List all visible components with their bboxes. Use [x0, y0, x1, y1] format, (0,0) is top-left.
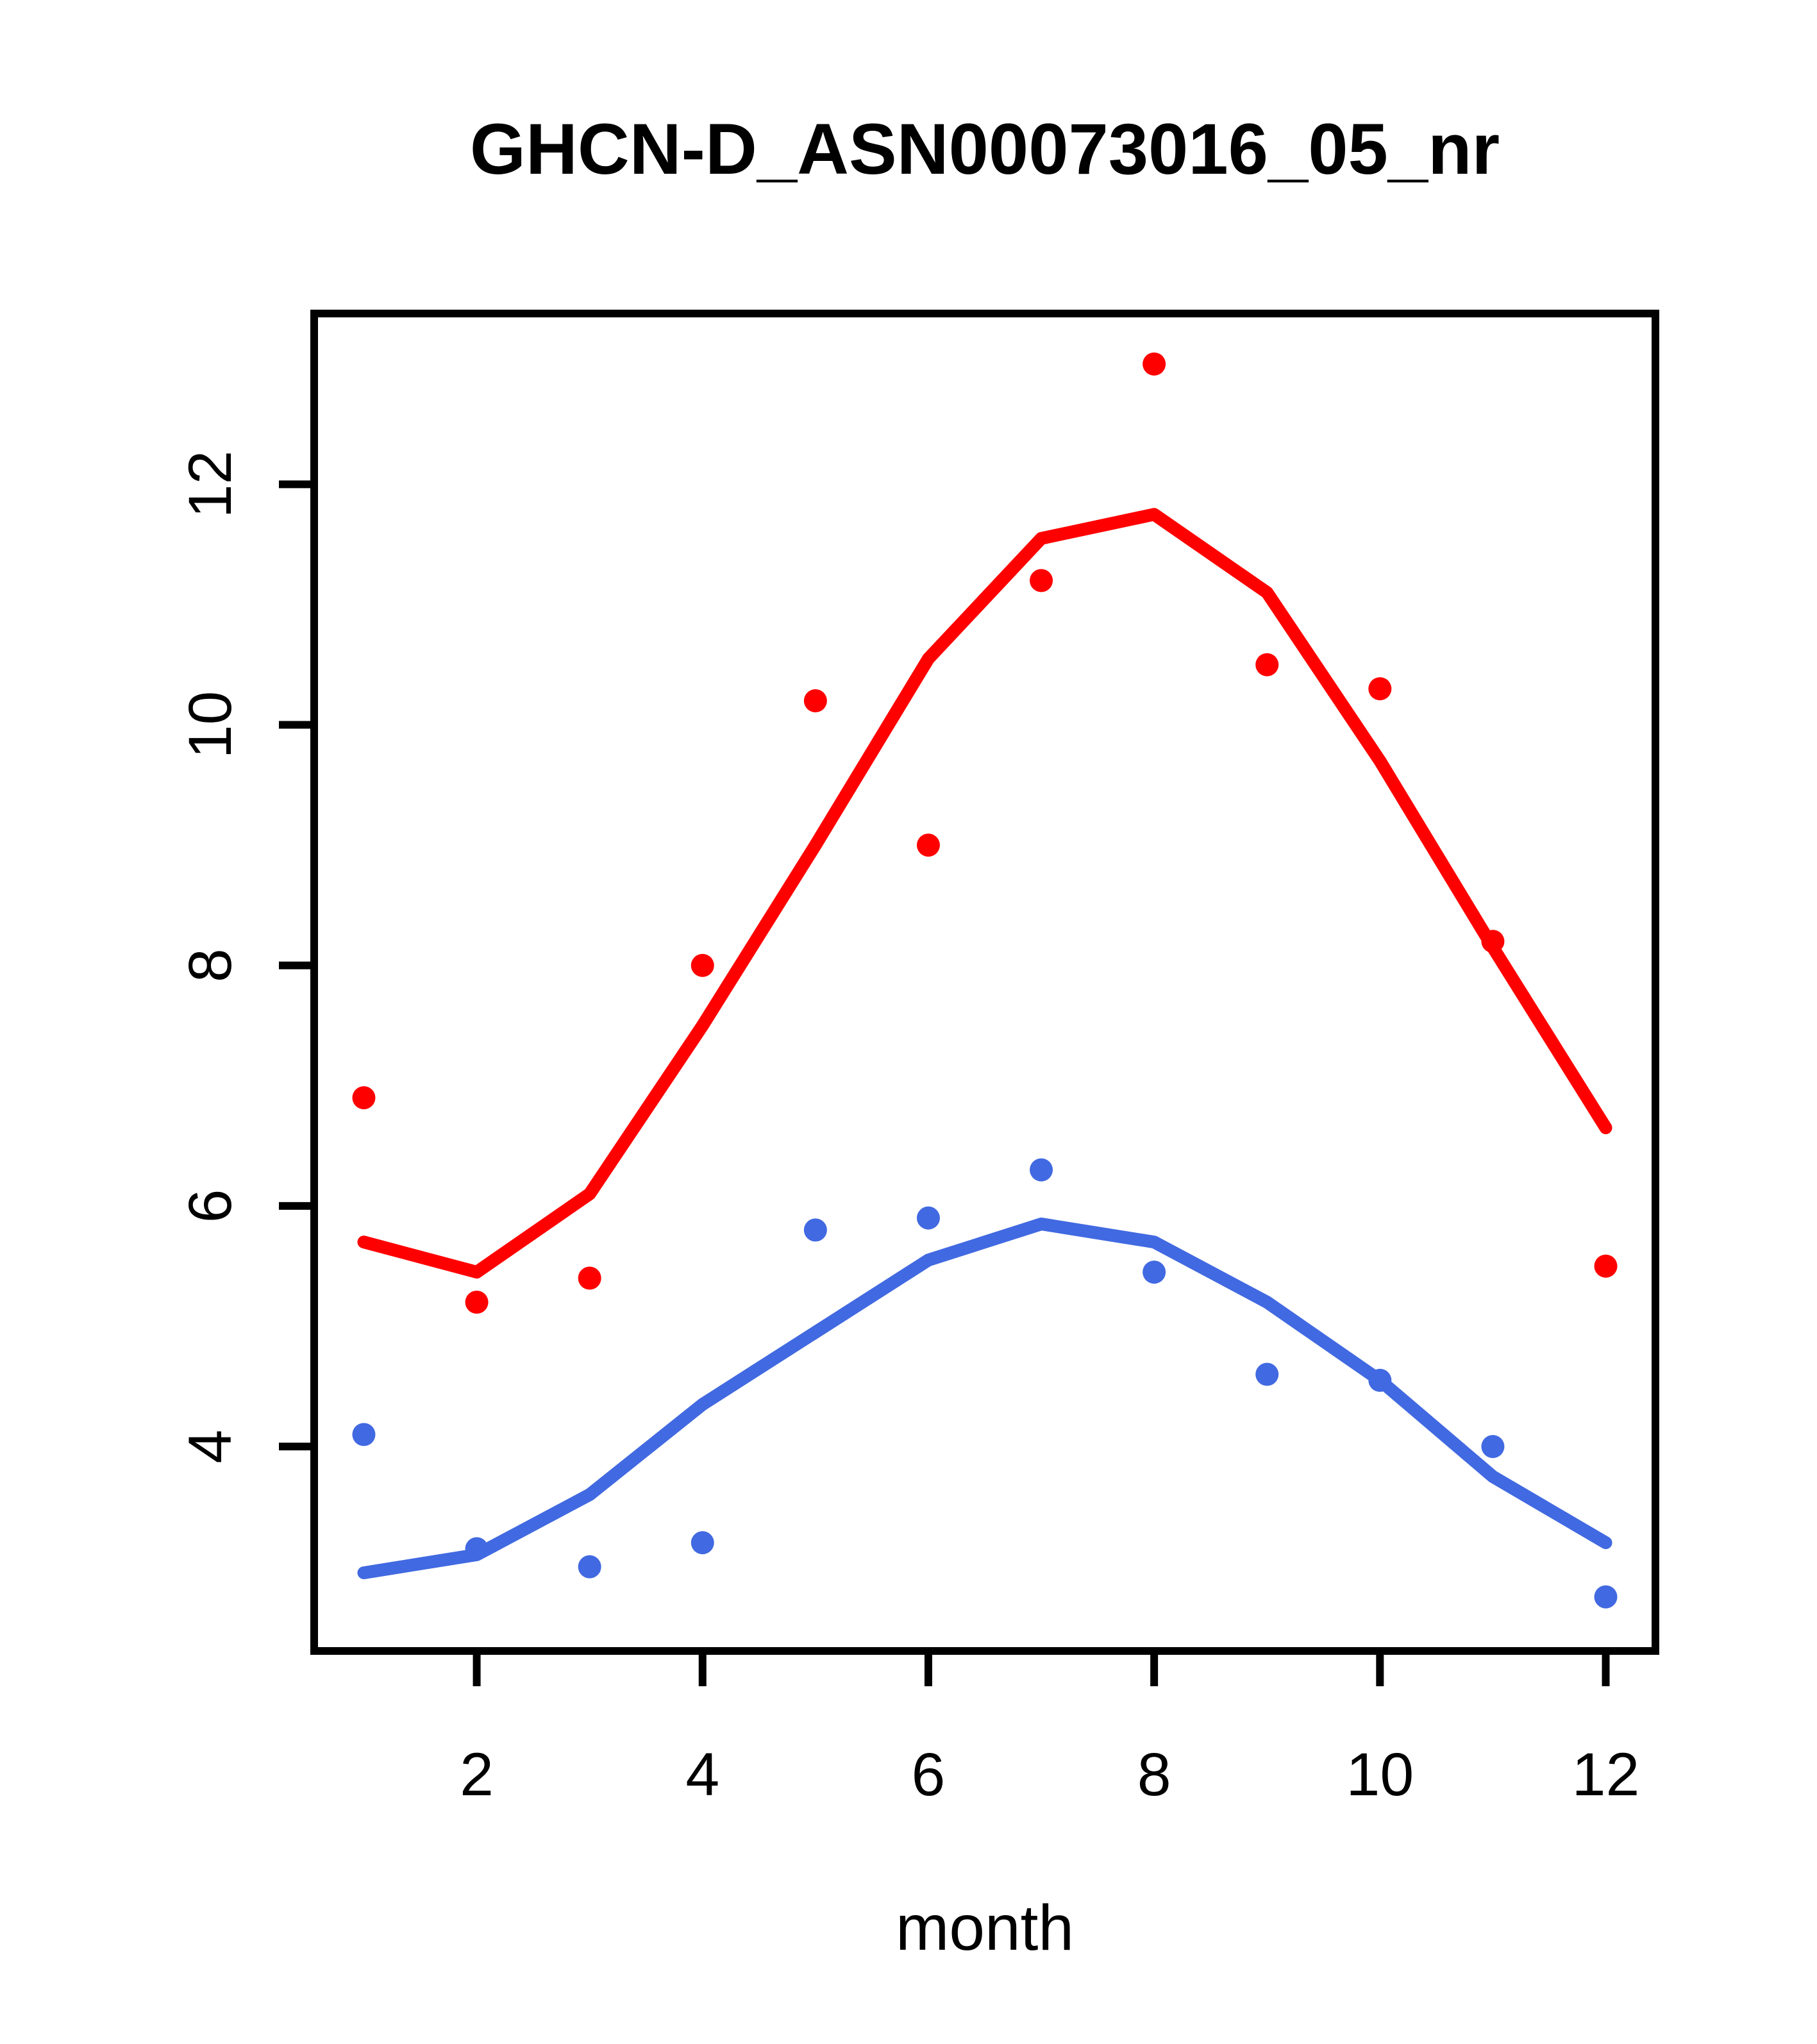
- blue-smooth-line: [357, 1218, 1612, 1580]
- blue-point: [1143, 1261, 1166, 1284]
- x-tick-label: 4: [685, 1741, 719, 1809]
- red-point: [1368, 677, 1392, 701]
- red-smooth-line: [357, 508, 1612, 1279]
- chart-title: GHCN-D_ASN00073016_05_nr: [469, 109, 1500, 189]
- blue-point: [578, 1555, 601, 1579]
- red-point: [578, 1266, 601, 1290]
- red-point: [465, 1290, 489, 1314]
- blue-point: [1030, 1158, 1053, 1182]
- y-tick-label: 8: [176, 948, 244, 982]
- x-tick-label: 10: [1346, 1741, 1414, 1809]
- red-point: [916, 834, 940, 857]
- blue-point: [1594, 1585, 1618, 1609]
- blue-point: [352, 1423, 376, 1446]
- red-point: [1030, 569, 1053, 592]
- red-point: [803, 689, 827, 713]
- plot-box: [310, 310, 1659, 1655]
- x-tick-label: 12: [1572, 1741, 1640, 1809]
- red-point: [352, 1086, 376, 1110]
- x-tick-label: 2: [460, 1741, 494, 1809]
- blue-point: [465, 1537, 489, 1561]
- red-point: [1255, 653, 1279, 676]
- y-tick-label: 10: [176, 691, 244, 759]
- blue-point: [916, 1206, 940, 1230]
- red-point: [1481, 930, 1505, 953]
- red-point: [1594, 1254, 1618, 1278]
- red-point: [691, 953, 714, 977]
- y-tick-label: 6: [176, 1189, 244, 1223]
- y-tick-label: 4: [176, 1430, 244, 1464]
- red-point: [1143, 352, 1166, 376]
- blue-point: [691, 1531, 714, 1555]
- x-tick-label: 8: [1137, 1741, 1171, 1809]
- y-tick-label: 12: [176, 451, 244, 519]
- blue-point: [1368, 1368, 1392, 1392]
- x-tick-label: 6: [912, 1741, 946, 1809]
- blue-point: [1255, 1362, 1279, 1386]
- blue-point: [1481, 1435, 1505, 1459]
- blue-point: [803, 1218, 827, 1242]
- x-axis-label: month: [896, 1892, 1074, 1964]
